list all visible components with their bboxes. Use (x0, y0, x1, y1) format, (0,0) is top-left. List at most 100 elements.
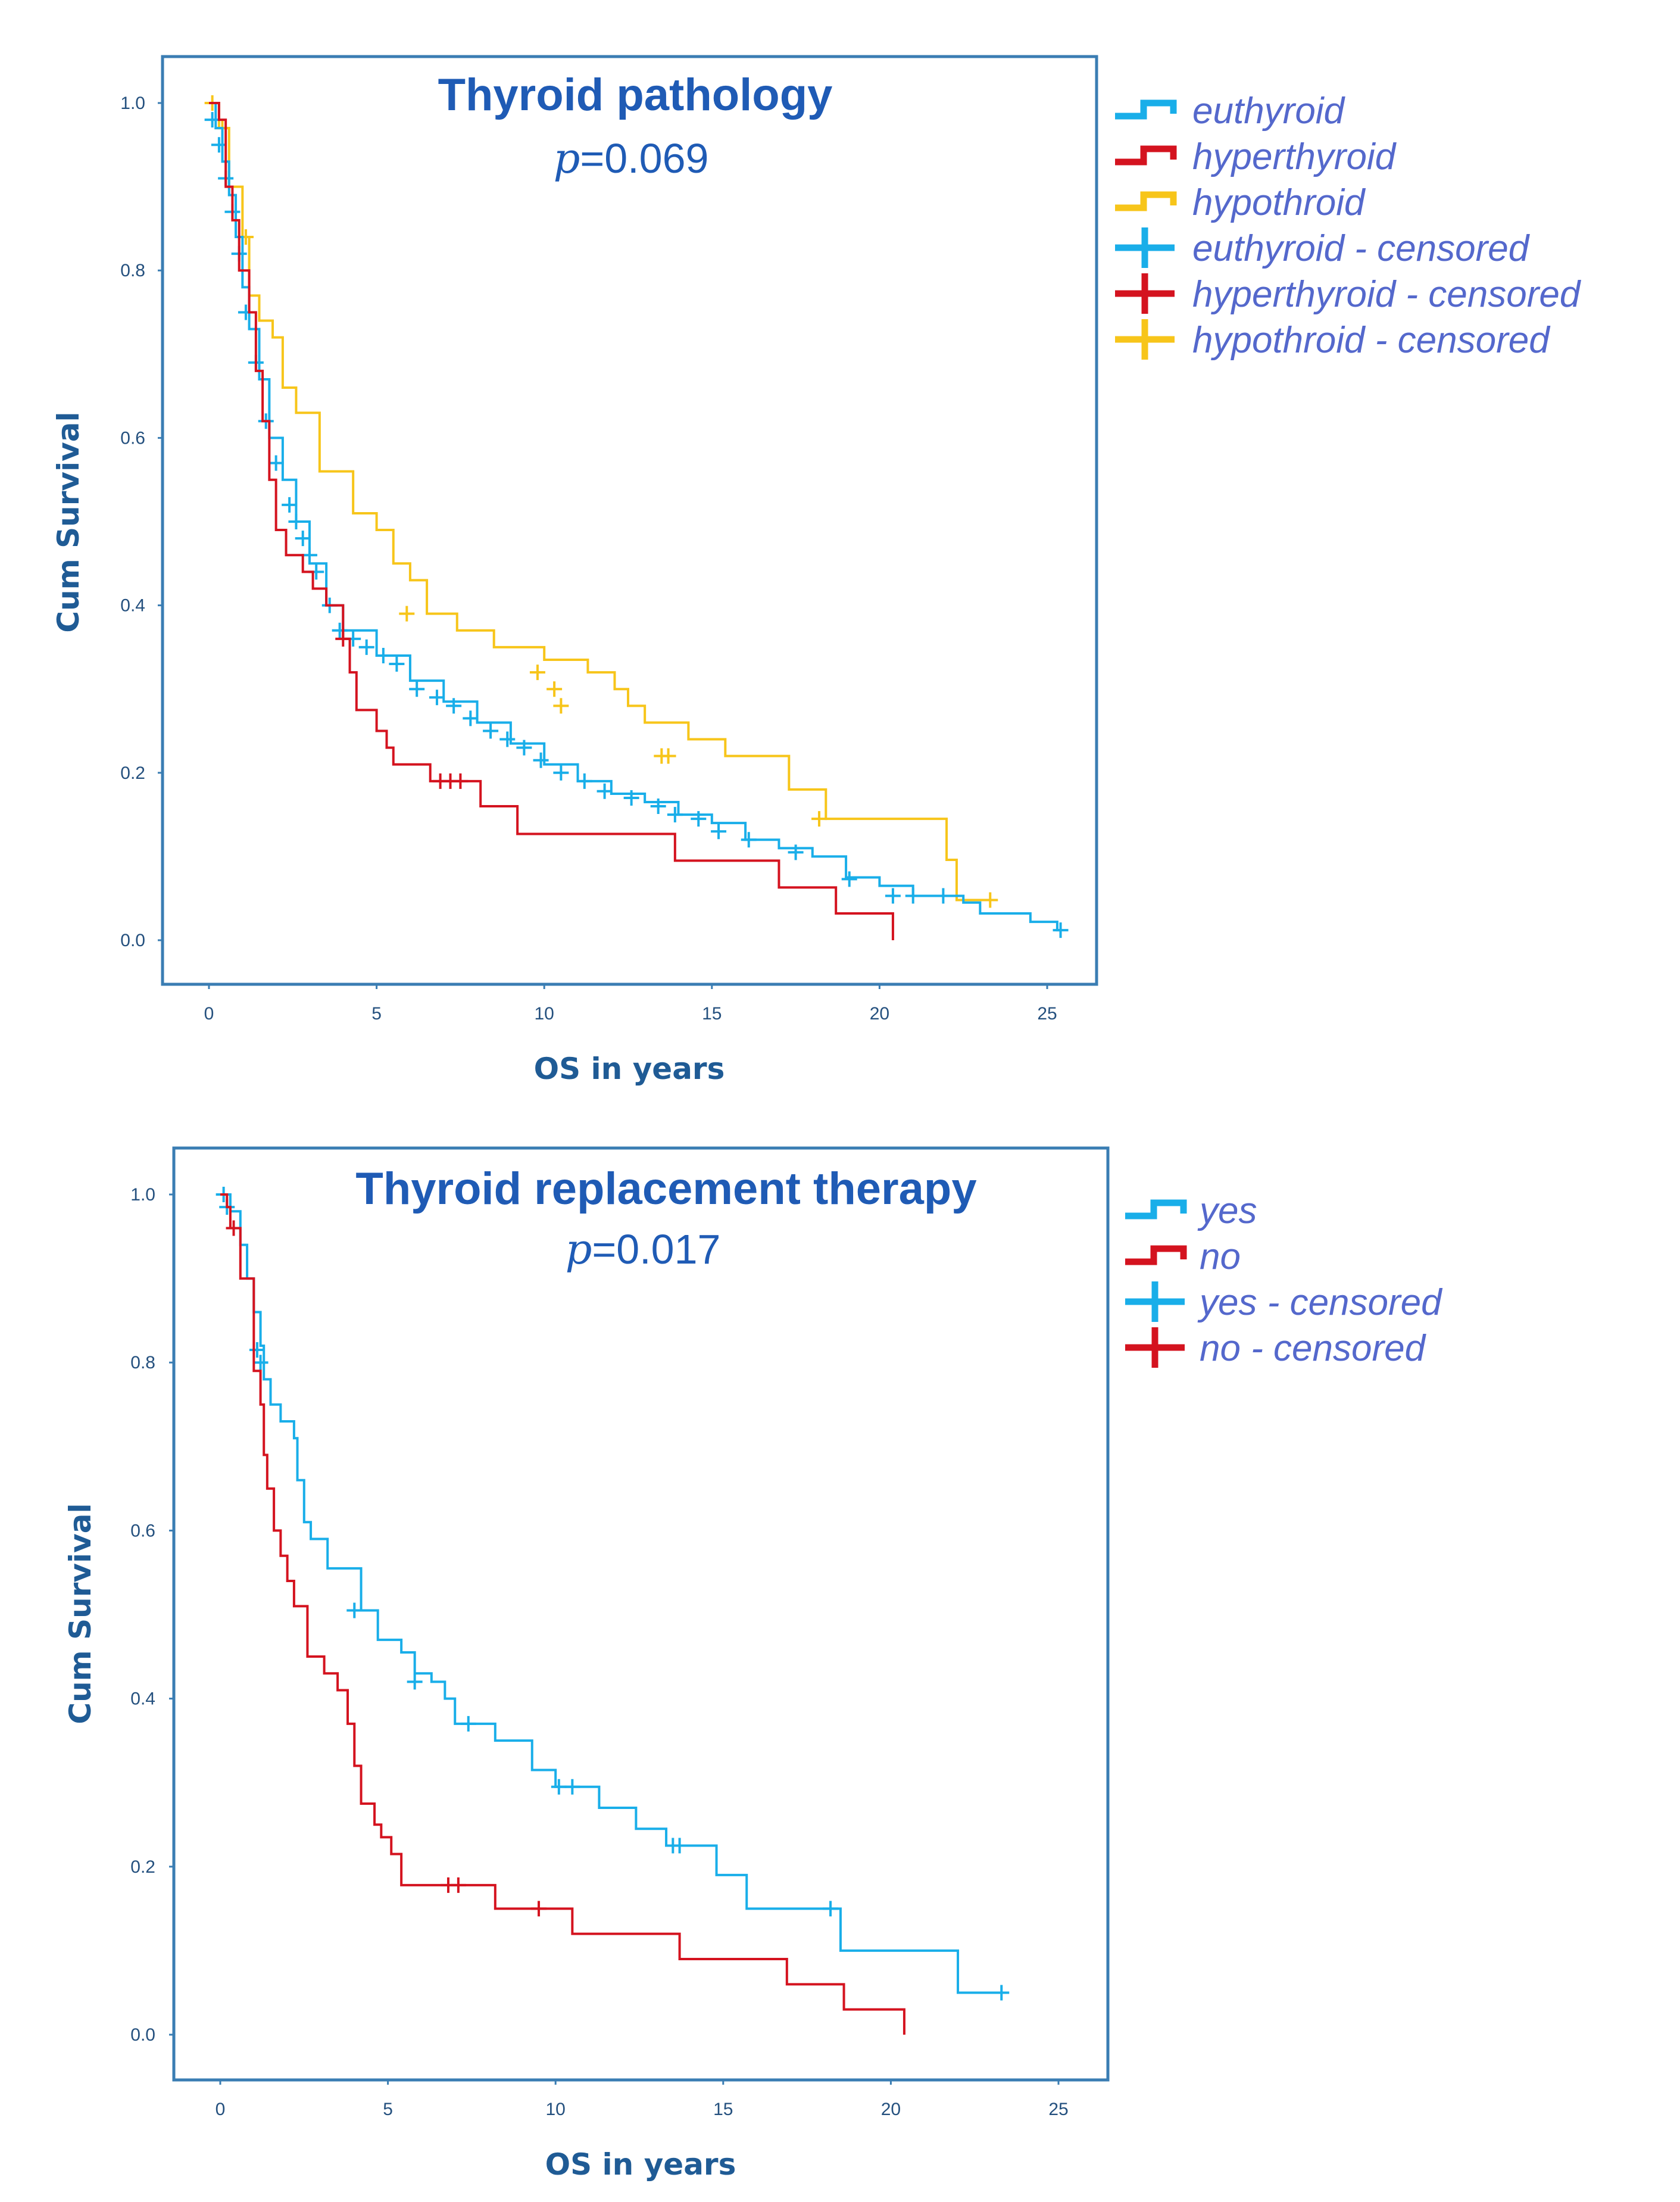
censored-mark-euthyroid (516, 740, 532, 756)
censored-mark-yes (346, 1602, 363, 1618)
p-value: p=0.069 (554, 134, 709, 183)
censored-mark-yes (564, 1779, 580, 1795)
censored-mark-euthyroid (905, 888, 921, 904)
censored-mark-no (450, 1877, 466, 1893)
legend-item: yes (1125, 1190, 1257, 1231)
censored-mark-euthyroid (282, 497, 298, 513)
censored-mark-euthyroid (288, 514, 304, 529)
x-tick-label: 20 (881, 2100, 901, 2119)
plot-frame (172, 1146, 1110, 2082)
censored-mark-euthyroid (650, 799, 666, 815)
km-curve-euthyroid (209, 102, 1061, 932)
censored-mark-euthyroid (711, 824, 727, 840)
censored-mark-yes (460, 1716, 476, 1732)
censored-mark-euthyroid (667, 807, 683, 823)
legend-cross-icon (1115, 319, 1175, 360)
x-tick-label: 10 (546, 2100, 566, 2119)
censored-mark-hypothroid (811, 811, 827, 827)
x-tick-label: 20 (870, 1004, 889, 1024)
censored-mark-hyperthyroid (335, 631, 351, 647)
x-tick-label: 25 (1037, 1004, 1057, 1024)
censored-mark-euthyroid (935, 888, 951, 904)
y-tick-label: 1.0 (120, 93, 145, 113)
censored-mark-euthyroid (389, 656, 405, 672)
legend-step-icon (1115, 191, 1177, 211)
legend-cross-icon (1115, 227, 1175, 268)
y-tick-label: 1.0 (130, 1185, 155, 1205)
legend-item: hyperthyroid (1115, 136, 1397, 177)
km-curve-yes (220, 1193, 1002, 1994)
x-tick-label: 0 (204, 1004, 214, 1024)
legend-item: yes - censored (1125, 1281, 1443, 1323)
legend-item: hypothroid - censored (1115, 319, 1551, 361)
x-tick-label: 25 (1048, 2100, 1068, 2119)
y-tick-label: 0.0 (120, 931, 145, 950)
censored-mark-euthyroid (576, 773, 592, 789)
censored-mark-euthyroid (358, 639, 374, 655)
y-tick-label: 0.4 (130, 1689, 155, 1709)
legend-label: yes - censored (1197, 1282, 1443, 1323)
y-tick-label: 0.8 (130, 1353, 155, 1373)
censored-mark-euthyroid (741, 832, 757, 848)
legend-cross-icon (1115, 273, 1175, 314)
legend-cross-icon (1125, 1327, 1185, 1368)
plot-frame (161, 55, 1098, 986)
censored-mark-euthyroid (885, 888, 901, 904)
censored-mark-euthyroid (841, 871, 857, 887)
legend-cross-icon (1125, 1281, 1185, 1322)
y-tick-label: 0.0 (130, 2025, 155, 2045)
p-value-number: =0.069 (580, 135, 708, 182)
chart-title: Thyroid pathology (438, 70, 833, 120)
y-tick-label: 0.2 (120, 763, 145, 783)
y-tick-label: 0.4 (120, 596, 145, 616)
censored-mark-euthyroid (301, 547, 317, 563)
censored-mark-yes (994, 1985, 1010, 2001)
censored-mark-euthyroid (429, 690, 445, 706)
legend-label: hyperthyroid (1192, 136, 1397, 177)
legend-item: euthyroid - censored (1115, 227, 1531, 269)
censored-mark-euthyroid (375, 647, 391, 663)
legend-step-icon (1115, 145, 1177, 166)
p-value: p=0.017 (566, 1225, 721, 1274)
chart-title: Thyroid replacement therapy (355, 1164, 976, 1214)
x-tick-label: 15 (702, 1004, 722, 1024)
legend-label: hypothroid (1192, 182, 1366, 223)
censored-mark-yes (823, 1901, 839, 1917)
censored-mark-yes (672, 1838, 688, 1854)
censored-mark-euthyroid (623, 790, 639, 806)
x-tick-label: 5 (383, 2100, 393, 2119)
censored-mark-hypothroid (553, 698, 569, 714)
censored-mark-hypothroid (982, 892, 998, 908)
censored-mark-no (226, 1220, 242, 1236)
censored-mark-hypothroid (399, 606, 415, 622)
censored-mark-hypothroid (660, 748, 676, 764)
legend-step-icon (1125, 1245, 1187, 1265)
censored-mark-no (531, 1901, 547, 1917)
y-tick-label: 0.6 (130, 1521, 155, 1540)
censored-mark-yes (249, 1342, 265, 1358)
legend-item: no - censored (1125, 1327, 1427, 1369)
censored-mark-yes (407, 1674, 423, 1690)
chart-thyroid-replacement-therapy: Thyroid replacement therapy p=0.017 OS i… (63, 1146, 1443, 2182)
legend-label: no (1200, 1236, 1241, 1277)
legend-label: hypothroid - censored (1192, 320, 1551, 361)
legend-item: hyperthyroid - censored (1115, 273, 1582, 315)
y-tick-label: 0.8 (120, 261, 145, 280)
x-axis-label: OS in years (545, 2147, 736, 2182)
censored-mark-euthyroid (268, 455, 284, 471)
legend-item: hypothroid (1115, 182, 1366, 223)
x-axis-label: OS in years (534, 1052, 725, 1086)
p-value-number: =0.017 (592, 1226, 720, 1272)
censored-mark-euthyroid (409, 681, 425, 697)
y-tick-label: 0.6 (120, 428, 145, 448)
p-symbol: p (554, 134, 580, 183)
y-axis-label: Cum Survival (51, 411, 86, 632)
censored-mark-euthyroid (446, 698, 462, 714)
km-curve-hyperthyroid (209, 102, 894, 940)
legend-label: euthyroid - censored (1192, 228, 1531, 269)
legend-label: yes (1197, 1190, 1257, 1231)
legend-step-icon (1115, 99, 1177, 120)
censored-mark-yes (551, 1779, 567, 1795)
censored-mark-euthyroid (553, 765, 569, 781)
